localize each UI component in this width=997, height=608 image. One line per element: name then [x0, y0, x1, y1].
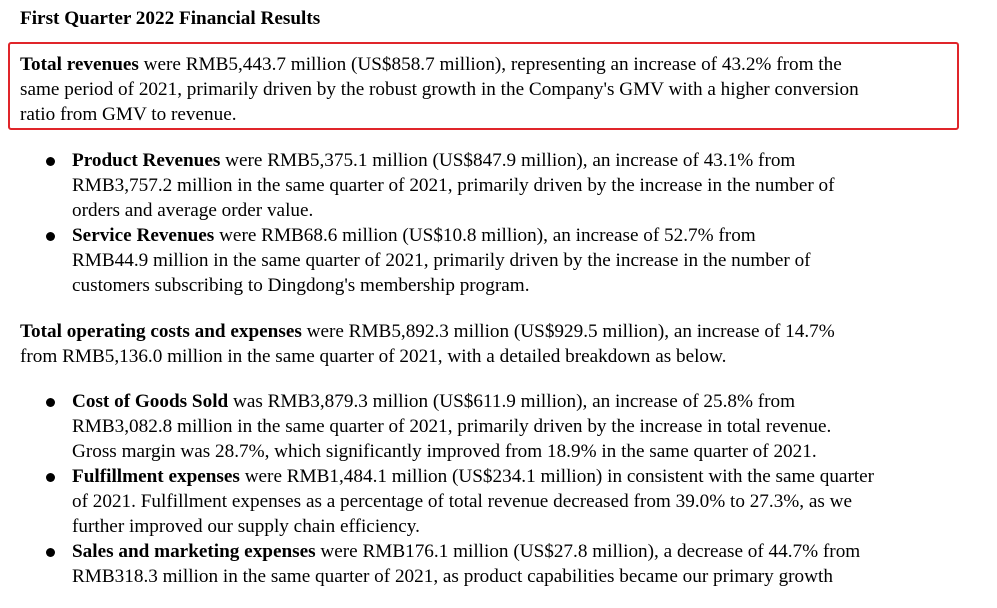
bullet-icon [46, 232, 55, 241]
list-item-label: Fulfillment expenses [72, 466, 240, 487]
list-item-line: Fulfillment expenses were RMB1,484.1 mil… [72, 464, 874, 489]
list-item-text: Product Revenues were RMB5,375.1 million… [72, 148, 835, 223]
paragraph-text: were RMB5,443.7 million (US$858.7 millio… [138, 54, 842, 75]
list-item-line: customers subscribing to Dingdong's memb… [72, 275, 530, 296]
list-item-line: Gross margin was 28.7%, which significan… [72, 441, 817, 462]
list-item-text-segment: were RMB1,484.1 million (US$234.1 millio… [239, 466, 875, 487]
total-revenues-paragraph: Total revenues were RMB5,443.7 million (… [20, 52, 859, 127]
list-item-text-segment: were RMB5,375.1 million (US$847.9 millio… [220, 150, 796, 171]
list-item-line: orders and average order value. [72, 200, 314, 221]
paragraph-text: were RMB5,892.3 million (US$929.5 millio… [301, 321, 835, 342]
list-item-text: Fulfillment expenses were RMB1,484.1 mil… [72, 464, 874, 539]
bullet-icon [46, 157, 55, 166]
paragraph-line: same period of 2021, primarily driven by… [20, 79, 859, 100]
list-item-line: Product Revenues were RMB5,375.1 million… [72, 148, 835, 173]
list-item-line: Sales and marketing expenses were RMB176… [72, 539, 860, 564]
list-item-text: Cost of Goods Sold was RMB3,879.3 millio… [72, 389, 831, 464]
list-item-line: Cost of Goods Sold was RMB3,879.3 millio… [72, 389, 831, 414]
bullet-icon [46, 473, 55, 482]
section-title: First Quarter 2022 Financial Results [20, 8, 321, 29]
list-item-text: Service Revenues were RMB68.6 million (U… [72, 223, 811, 298]
list-item-text-segment: was RMB3,879.3 million (US$611.9 million… [228, 391, 796, 412]
bullet-icon [46, 548, 55, 557]
list-item-line: RMB3,082.8 million in the same quarter o… [72, 416, 832, 437]
operating-costs-label: Total operating costs and expenses [20, 321, 302, 342]
list-item-line: further improved our supply chain effici… [72, 516, 420, 537]
list-item-label: Service Revenues [72, 225, 215, 246]
list-item-text: Sales and marketing expenses were RMB176… [72, 539, 860, 589]
paragraph-line: ratio from GMV to revenue. [20, 104, 237, 125]
list-item-label: Product Revenues [72, 150, 221, 171]
operating-costs-paragraph: Total operating costs and expenses were … [20, 319, 835, 369]
highlight-box [8, 42, 959, 130]
list-item-line: RMB44.9 million in the same quarter of 2… [72, 250, 811, 271]
list-item-line: RMB318.3 million in the same quarter of … [72, 566, 833, 587]
list-item-label: Cost of Goods Sold [72, 391, 229, 412]
list-item-line: of 2021. Fulfillment expenses as a perce… [72, 491, 853, 512]
list-item-line: RMB3,757.2 million in the same quarter o… [72, 175, 835, 196]
paragraph-line: Total revenues were RMB5,443.7 million (… [20, 52, 859, 77]
paragraph-line: from RMB5,136.0 million in the same quar… [20, 346, 727, 367]
list-item-text-segment: were RMB176.1 million (US$27.8 million),… [315, 541, 861, 562]
bullet-icon [46, 398, 55, 407]
total-revenues-label: Total revenues [20, 54, 139, 75]
list-item-text-segment: were RMB68.6 million (US$10.8 million), … [214, 225, 756, 246]
paragraph-line: Total operating costs and expenses were … [20, 319, 835, 344]
list-item-line: Service Revenues were RMB68.6 million (U… [72, 223, 811, 248]
list-item-label: Sales and marketing expenses [72, 541, 316, 562]
